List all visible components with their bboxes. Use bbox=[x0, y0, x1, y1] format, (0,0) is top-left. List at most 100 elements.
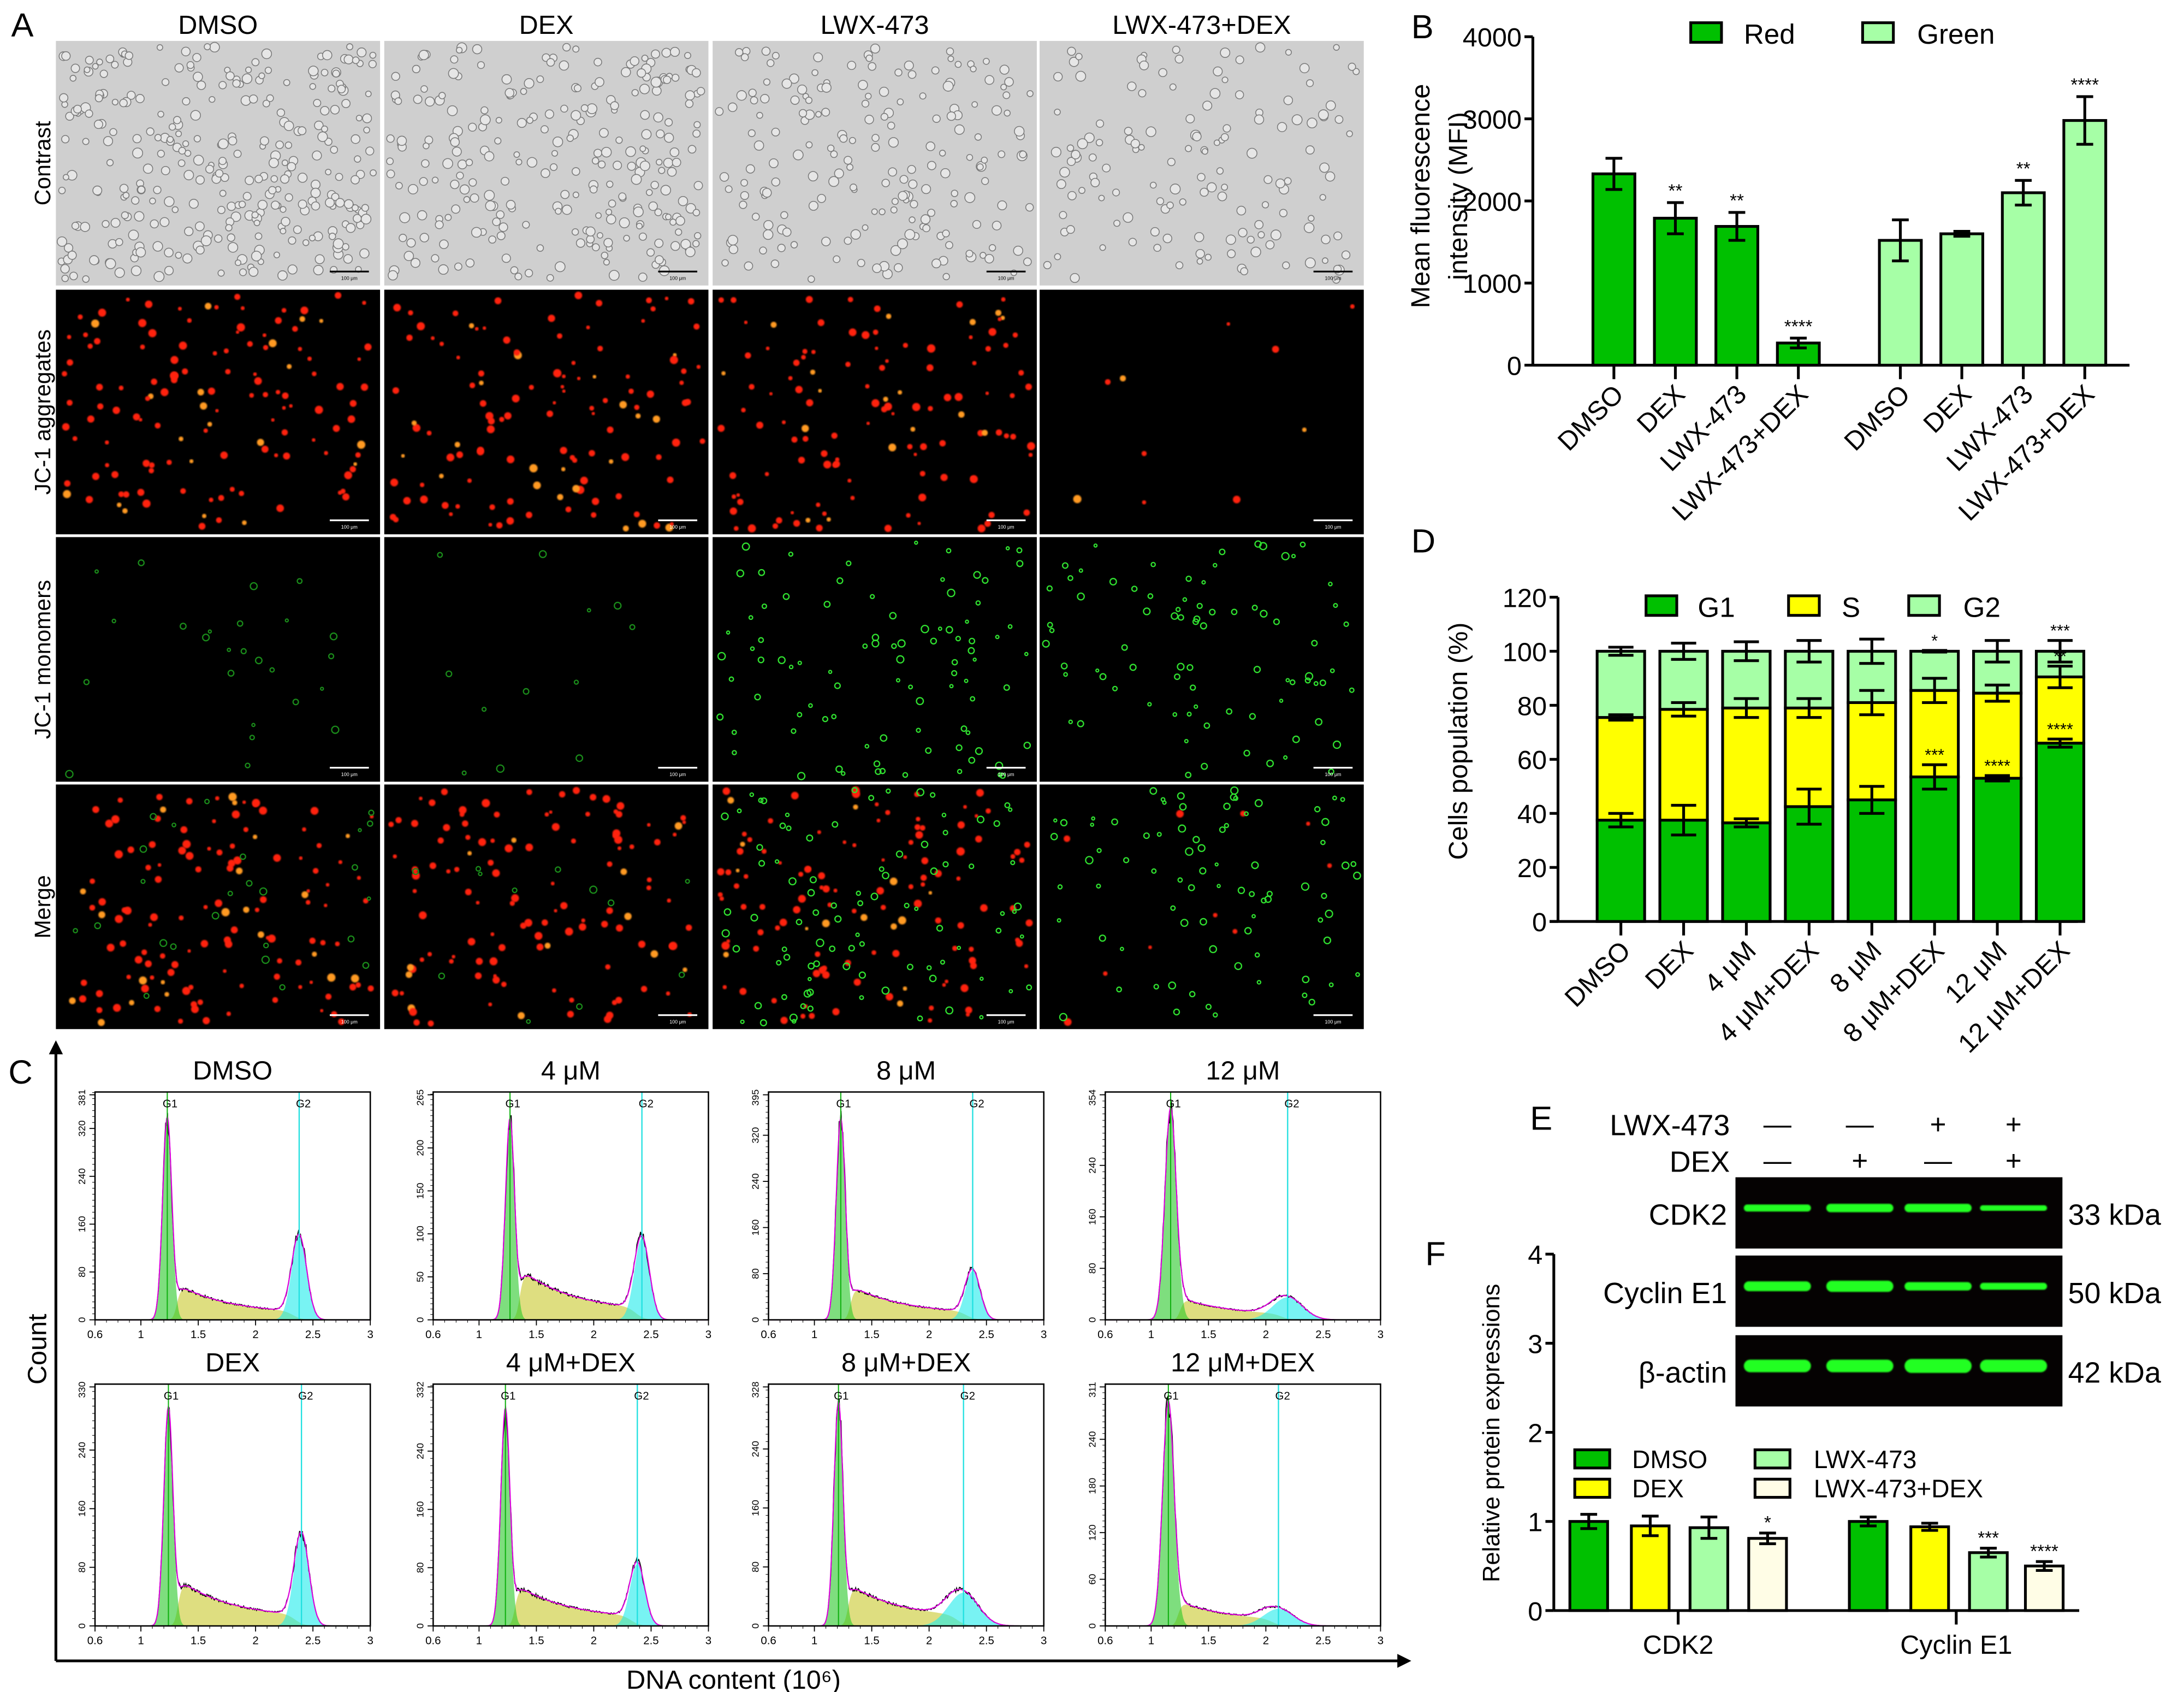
red-cell bbox=[437, 837, 444, 844]
row-label: JC-1 monomers bbox=[30, 580, 55, 739]
green-cell bbox=[1219, 826, 1226, 833]
red-cell bbox=[554, 909, 557, 913]
cell bbox=[1238, 228, 1248, 238]
error-bar bbox=[1953, 230, 1971, 238]
y-max-label: 381 bbox=[76, 1090, 87, 1106]
cell bbox=[919, 92, 927, 100]
cell bbox=[559, 60, 569, 71]
treatment-sign: + bbox=[2005, 1145, 2022, 1176]
red-cell bbox=[853, 804, 858, 810]
legend-swatch bbox=[1573, 1477, 1611, 1499]
red-cell bbox=[253, 372, 257, 376]
red-cell bbox=[988, 328, 996, 336]
cell bbox=[1146, 126, 1156, 137]
cell bbox=[313, 99, 322, 107]
red-cell bbox=[681, 399, 689, 406]
red-cell bbox=[325, 993, 332, 1000]
bar bbox=[1688, 1526, 1729, 1612]
green-cell bbox=[1234, 962, 1243, 971]
cell bbox=[868, 62, 877, 71]
red-cell bbox=[565, 927, 573, 936]
green-cell bbox=[437, 552, 443, 558]
red-cell bbox=[601, 920, 608, 928]
red-cell bbox=[295, 959, 302, 966]
y-tick-label: 4 bbox=[1528, 1240, 1542, 1270]
significance-marker: **** bbox=[2047, 720, 2073, 739]
cell bbox=[798, 109, 808, 117]
red-cell bbox=[452, 310, 459, 317]
cell bbox=[572, 167, 580, 176]
red-cell bbox=[741, 407, 746, 413]
red-cell bbox=[449, 959, 454, 964]
green-cell bbox=[979, 1015, 984, 1020]
x-tick-label: 0.6 bbox=[1097, 1634, 1113, 1647]
y-axis-label: Relative protein expressions bbox=[1479, 1284, 1505, 1582]
cell bbox=[346, 223, 356, 233]
red-cell bbox=[553, 369, 562, 378]
cell bbox=[283, 79, 290, 86]
green-cell bbox=[143, 992, 150, 999]
cell bbox=[1056, 179, 1066, 190]
red-cell bbox=[312, 438, 316, 442]
green-cell bbox=[855, 932, 860, 937]
red-cell bbox=[357, 440, 366, 449]
protein-band bbox=[1743, 1359, 1811, 1372]
cell bbox=[939, 150, 946, 157]
micrograph-background bbox=[384, 784, 709, 1030]
stacked-bar-segment bbox=[1595, 716, 1646, 822]
scale-bar-label: 100 μm bbox=[669, 772, 686, 777]
red-cell bbox=[821, 450, 828, 457]
green-cell bbox=[1190, 684, 1196, 691]
cell bbox=[947, 55, 954, 62]
cell bbox=[638, 273, 648, 282]
y-tick-label: 2 bbox=[1528, 1418, 1542, 1448]
red-cell bbox=[143, 459, 150, 468]
red-cell bbox=[1327, 863, 1332, 868]
green-cell bbox=[329, 632, 338, 641]
red-cell bbox=[520, 922, 527, 929]
red-cell bbox=[729, 507, 737, 515]
red-cell bbox=[646, 297, 652, 304]
cell bbox=[444, 214, 452, 221]
red-cell bbox=[301, 891, 308, 898]
red-cell bbox=[197, 999, 203, 1005]
x-tick-label: 1.5 bbox=[1201, 1634, 1216, 1647]
red-cell bbox=[492, 976, 500, 984]
red-cell bbox=[928, 406, 933, 411]
cell bbox=[514, 273, 523, 281]
red-cell bbox=[187, 318, 192, 323]
red-cell bbox=[90, 878, 96, 884]
micrograph: 100 μm bbox=[56, 784, 381, 1030]
green-cell bbox=[1213, 1012, 1218, 1018]
cell bbox=[266, 94, 274, 102]
red-cell bbox=[215, 409, 219, 413]
cell bbox=[608, 270, 620, 281]
red-cell bbox=[998, 317, 1002, 322]
significance-marker: ** bbox=[2016, 159, 2031, 179]
g2-phase-area bbox=[433, 1564, 709, 1626]
red-cell bbox=[547, 410, 554, 417]
cell bbox=[566, 134, 574, 142]
red-cell bbox=[650, 306, 656, 312]
green-cell bbox=[879, 768, 886, 774]
significance-marker: **** bbox=[1784, 317, 1813, 337]
green-cell bbox=[812, 909, 820, 916]
cell bbox=[586, 103, 598, 115]
cell bbox=[241, 73, 253, 84]
cell bbox=[230, 211, 241, 222]
cell bbox=[998, 150, 1006, 158]
cell bbox=[330, 105, 340, 115]
green-cell bbox=[1151, 868, 1157, 874]
cell bbox=[463, 196, 471, 203]
micrograph: 100 μm bbox=[1040, 40, 1364, 286]
cell bbox=[782, 227, 792, 237]
red-cell bbox=[605, 964, 611, 970]
red-cell bbox=[218, 495, 224, 501]
y-tick-label: 60 bbox=[1517, 746, 1547, 775]
green-cell bbox=[914, 540, 918, 545]
red-cell bbox=[801, 354, 806, 360]
s-phase-area bbox=[1105, 1605, 1381, 1626]
red-cell bbox=[403, 496, 411, 505]
cell bbox=[1174, 55, 1184, 64]
